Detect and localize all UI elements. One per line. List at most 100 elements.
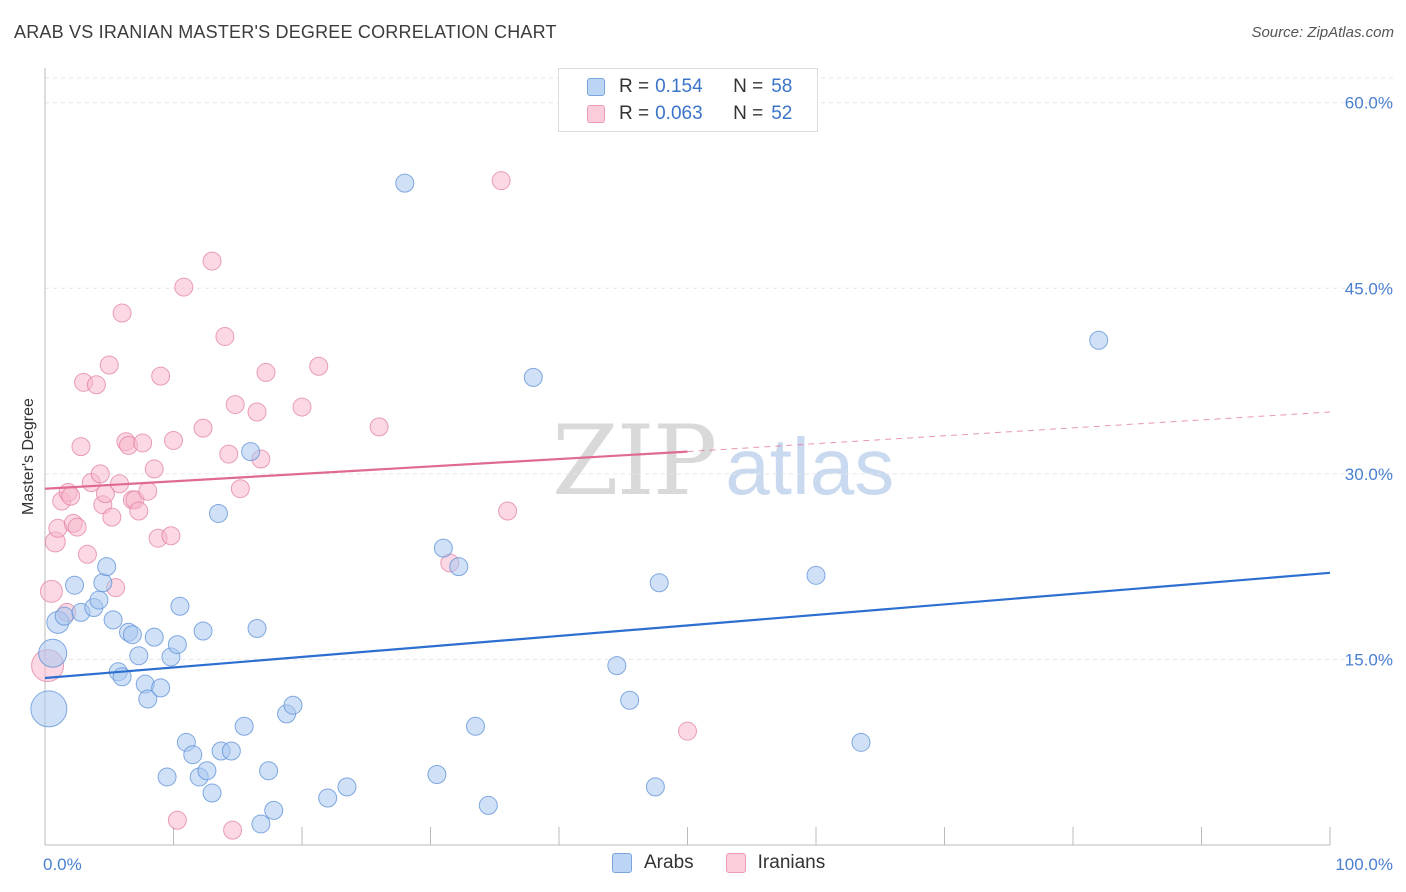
arabs-point [1089, 330, 1109, 350]
iranians-point [144, 459, 164, 479]
arabs-point [620, 690, 640, 710]
iranians-point [167, 810, 187, 830]
legend-n-label: N = [733, 76, 764, 97]
arabs-point [449, 557, 469, 577]
iranians-point [67, 517, 87, 537]
iranians-point [202, 251, 222, 271]
arabs-point [259, 761, 279, 781]
iranians-point [292, 397, 312, 417]
iranians-point [498, 501, 518, 521]
iranians-points [31, 171, 697, 840]
iranians-trend-line [44, 450, 688, 490]
arabs-point [30, 690, 68, 728]
stats-legend: R = 0.154 N = 58 R = 0.063 N = 52 [558, 68, 818, 132]
iranians-point [678, 721, 697, 741]
watermark-zip: ZIP [552, 405, 717, 517]
arabs-point [38, 638, 68, 668]
iranians-point [225, 395, 245, 415]
iranians-point [86, 375, 106, 395]
iranians-legend-label: Iranians [757, 852, 826, 873]
y-axis-label: Master's Degree [20, 398, 37, 515]
trend-lines [44, 411, 1331, 680]
legend-n-label: N = [733, 103, 764, 124]
arabs-point [427, 764, 447, 784]
arabs-point [208, 503, 228, 523]
axis-labels: 15.0% 30.0% 45.0% 60.0% 0.0% 100.0% Master's D… [20, 94, 1393, 874]
arabs-point [97, 557, 117, 577]
arabs-swatch [587, 78, 605, 96]
arabs-point [193, 621, 213, 641]
arabs-point [54, 606, 74, 626]
iranians-point [90, 464, 110, 484]
arabs-point [523, 367, 543, 387]
legend-n-value: 58 [771, 76, 793, 97]
arabs-point [138, 689, 158, 709]
iranians-point [164, 430, 183, 450]
arabs-point [247, 619, 267, 639]
iranians-point [193, 418, 213, 438]
chart-title: ARAB VS IRANIAN MASTER'S DEGREE CORRELAT… [14, 22, 557, 42]
iranians-point [219, 444, 239, 464]
iranians-point [77, 544, 97, 564]
legend-n-value: 52 [771, 103, 793, 124]
legend-r-value: 0.063 [655, 103, 703, 124]
iranians-point [309, 356, 329, 376]
arabs-point [395, 173, 415, 193]
iranians-swatch [587, 105, 605, 123]
arabs-point [170, 596, 190, 616]
watermark: ZIP atlas [552, 405, 894, 517]
arabs-point [157, 767, 177, 787]
iranians-point [174, 277, 194, 297]
iranians-point [223, 820, 243, 840]
iranians-point [39, 579, 63, 603]
arabs-point [234, 716, 254, 736]
iranians-point [230, 479, 250, 499]
iranians-point [99, 355, 119, 375]
arabs-point [337, 777, 357, 797]
iranians-point [112, 303, 132, 323]
iranians-point [161, 526, 181, 546]
arabs-point [202, 783, 222, 803]
source-credit: Source: ZipAtlas.com [1251, 24, 1394, 41]
iranians-point [247, 402, 267, 422]
arabs-trend-line [44, 571, 1331, 680]
arabs-point [806, 565, 826, 585]
x-tick-label: 100.0% [1335, 855, 1393, 874]
x-tick-label: 0.0% [43, 855, 82, 874]
arabs-point [851, 732, 871, 752]
arabs-point [645, 777, 665, 797]
arabs-point [167, 635, 187, 655]
legend-row-arabs: R = 0.154 N = 58 [587, 75, 792, 99]
iranians-trend-extension [687, 411, 1331, 453]
legend-r-label: R = [619, 76, 650, 97]
arabs-point [93, 573, 113, 593]
arabs-point [65, 575, 85, 595]
iranians-point [151, 366, 171, 386]
arabs-point [89, 590, 109, 610]
legend-r-label: R = [619, 103, 650, 124]
iranians-point [61, 486, 81, 506]
iranians-point [133, 433, 153, 453]
arabs-legend-label: Arabs [644, 852, 694, 873]
arabs-point [151, 678, 171, 698]
watermark-atlas: atlas [725, 422, 895, 511]
iranians-point [256, 362, 276, 382]
arabs-point [129, 646, 149, 666]
arabs-point [465, 716, 485, 736]
arabs-point [649, 573, 669, 593]
legend-row-iranians: R = 0.063 N = 52 [587, 102, 792, 126]
iranians-point [215, 327, 235, 347]
legend-r-value: 0.154 [655, 76, 703, 97]
arabs-point [241, 442, 261, 462]
legend-item-iranians: Iranians [725, 852, 826, 874]
arabs-point [607, 656, 627, 676]
arabs-point [318, 788, 338, 808]
arabs-point [197, 761, 217, 781]
iranians-point [102, 507, 122, 527]
iranians-point [129, 501, 149, 521]
arabs-points [30, 173, 1109, 834]
iranians-point [138, 481, 158, 501]
arabs-point [264, 800, 284, 820]
series-legend: Arabs Iranians [612, 852, 857, 874]
